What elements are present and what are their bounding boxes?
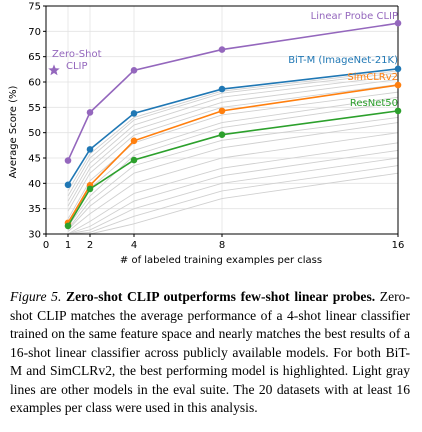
series-point — [130, 110, 138, 117]
series-point — [394, 81, 402, 89]
tick-labels: 30 35 40 45 50 55 60 65 70 75 0 1 2 4 8 16 — [28, 2, 404, 252]
zero-shot-label: Zero-Shot — [52, 49, 102, 60]
series-point — [86, 146, 94, 153]
y-tick-label: 35 — [28, 204, 41, 215]
series-point — [64, 181, 72, 189]
y-tick-label: 70 — [28, 27, 41, 38]
series-point — [64, 157, 72, 164]
series-point — [218, 46, 226, 53]
figure-title: Zero-shot CLIP outperforms few-shot line… — [66, 289, 376, 304]
series-lines — [48, 19, 402, 230]
zero-shot-clip-label: CLIP — [66, 61, 88, 72]
x-tick-label: 8 — [219, 240, 225, 251]
series-name-label: BiT-M (ImageNet-21K) — [288, 55, 398, 66]
background-model-line — [67, 117, 399, 230]
series-point — [130, 156, 138, 164]
series-point — [394, 107, 402, 115]
background-model-line — [67, 84, 399, 212]
series-point — [218, 107, 226, 115]
series-point — [218, 131, 226, 138]
x-tick-label: 1 — [65, 240, 71, 251]
background-model-line — [67, 142, 399, 235]
x-tick-label: 4 — [131, 240, 137, 251]
background-model-line — [67, 101, 399, 227]
background-model-line — [67, 79, 399, 207]
background-model-line — [67, 70, 399, 192]
x-tick-label: 16 — [392, 240, 405, 251]
series-point — [86, 109, 94, 116]
y-tick-label: 60 — [28, 78, 41, 89]
y-tick-label: 45 — [28, 154, 41, 165]
figure-caption-body: Zero-shot CLIP matches the average perfo… — [10, 289, 410, 415]
series-name-label: SimCLRv2 — [347, 72, 398, 83]
background-model-line — [67, 157, 399, 235]
y-tick-label: 50 — [28, 128, 41, 139]
background-model-lines — [67, 70, 399, 235]
series-labels: Linear Probe CLIP BiT-M (ImageNet-21K) Sim… — [52, 11, 398, 109]
background-model-line — [67, 122, 399, 231]
background-model-line — [67, 72, 399, 197]
series-point — [130, 137, 138, 145]
series-name-label: Linear Probe CLIP — [311, 11, 398, 22]
x-axis-label: # of labeled training examples per class — [120, 255, 322, 266]
series-point — [394, 19, 402, 27]
figure-caption: Figure 5. Zero-shot CLIP outperforms few… — [10, 288, 410, 418]
zero-shot-clip-marker — [48, 64, 60, 76]
series-point — [64, 222, 72, 230]
y-tick-label: 55 — [28, 103, 41, 114]
series-point — [130, 67, 138, 74]
background-model-line — [67, 96, 399, 222]
background-model-line — [67, 149, 399, 235]
y-tick-label: 65 — [28, 52, 41, 63]
background-model-line — [67, 91, 399, 220]
y-tick-label: 30 — [28, 230, 41, 241]
background-model-line — [67, 132, 399, 232]
series-point — [86, 185, 94, 193]
series-name-label: ResNet50 — [350, 98, 398, 109]
background-model-line — [67, 75, 399, 202]
x-tick-label: 0 — [43, 240, 49, 251]
series-point — [394, 65, 402, 73]
few-shot-line-chart: 30 35 40 45 50 55 60 65 70 75 0 1 2 4 8 16 Linear Probe… — [8, 2, 404, 267]
series-point — [218, 85, 226, 93]
y-tick-label: 40 — [28, 179, 41, 190]
x-tick-label: 2 — [87, 240, 93, 251]
y-tick-label: 75 — [28, 2, 41, 13]
y-axis-label: Average Score (%) — [8, 86, 19, 179]
figure-label: Figure 5. — [10, 289, 62, 304]
background-model-line — [67, 165, 399, 235]
